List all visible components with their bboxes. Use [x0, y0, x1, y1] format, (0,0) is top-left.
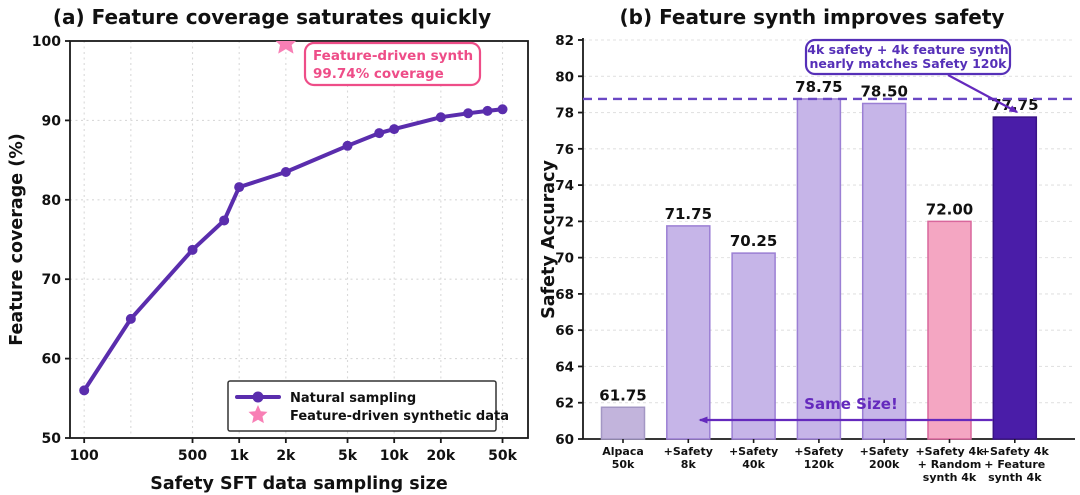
bar-value-label: 78.75	[795, 78, 842, 96]
data-point	[497, 104, 508, 115]
bar	[796, 98, 842, 440]
y-tick-label: 68	[555, 287, 574, 303]
y-tick-label: 62	[555, 396, 574, 412]
x-category-label: +Safety	[664, 445, 713, 458]
y-tick-label: 60	[555, 432, 574, 448]
bar-value-label: 70.25	[730, 232, 777, 250]
same-size-label: Same Size!	[804, 395, 898, 413]
y-tick-label: 64	[555, 359, 574, 375]
x-category-label: 200k	[869, 458, 900, 471]
data-point	[125, 313, 136, 324]
x-category-label: synth 4k	[988, 471, 1042, 484]
y-tick-label: 66	[555, 323, 574, 339]
panel-a-xlabel: Safety SFT data sampling size	[150, 474, 448, 494]
data-point	[435, 112, 446, 123]
data-point	[234, 182, 245, 193]
panel-a-line-chart: (a) Feature coverage saturates quickly 5…	[7, 5, 529, 494]
coverage-annotation-line2: 99.74% coverage	[313, 66, 444, 82]
data-point	[79, 385, 90, 396]
panel-b-ylabel: Safety Accuracy	[540, 160, 559, 319]
legend-box	[227, 380, 497, 432]
synth-annotation-box	[804, 38, 1012, 76]
bar	[861, 102, 907, 440]
data-point	[482, 105, 493, 116]
data-point	[219, 215, 230, 226]
line-series-natural-sampling	[82, 107, 505, 393]
data-point	[463, 108, 474, 119]
y-tick-label: 70	[42, 272, 62, 288]
legend-label-natural-sampling: Natural sampling	[290, 391, 416, 406]
plot-box	[69, 40, 529, 439]
coverage-annotation-line1: Feature-driven synth	[313, 48, 473, 64]
x-category-label: +Safety 4k	[915, 445, 984, 458]
panel-b-bar-chart: (b) Feature synth improves safety 60 62 64…	[540, 5, 1078, 484]
coverage-annotation-box	[303, 41, 482, 87]
y-tick-label: 74	[555, 178, 574, 194]
y-tick-label: 80	[42, 193, 62, 209]
y-tick-label: 72	[555, 214, 574, 230]
y-tick-label: 76	[555, 142, 574, 158]
y-tick-label: 82	[555, 33, 574, 49]
panel-a-title: (a) Feature coverage saturates quickly	[53, 5, 491, 29]
bar	[992, 116, 1038, 440]
x-tick-label: 20k	[426, 448, 455, 464]
x-tick-label: 50k	[488, 448, 517, 464]
data-point	[187, 244, 198, 255]
y-tick-label: 50	[42, 431, 62, 447]
bar	[600, 406, 646, 440]
panel-b-title: (b) Feature synth improves safety	[620, 5, 1005, 29]
bar	[927, 220, 972, 440]
y-tick-label: 78	[555, 106, 574, 122]
y-tick-label: 70	[555, 251, 574, 267]
x-tick-label: 500	[178, 448, 207, 464]
x-category-label: +Safety	[860, 445, 909, 458]
bar	[731, 252, 776, 440]
bar-value-label: 71.75	[665, 205, 712, 223]
synth-annotation-line1: 4k safety + 4k feature synth	[807, 42, 1008, 57]
x-category-label: synth 4k	[923, 471, 977, 484]
x-tick-label: 1k	[230, 448, 250, 464]
x-category-label: Alpaca	[602, 445, 644, 458]
y-tick-label: 100	[32, 34, 61, 50]
bar	[666, 225, 711, 440]
x-category-label: +Safety 4k	[981, 445, 1050, 458]
bar-value-label: 77.75	[991, 96, 1038, 114]
bar-value-label: 78.50	[860, 82, 907, 100]
data-point	[374, 128, 385, 139]
bar-value-label: 72.00	[926, 200, 973, 218]
y-tick-label: 80	[555, 69, 574, 85]
legend-star-marker	[248, 405, 268, 424]
data-point	[389, 124, 400, 135]
x-category-label: + Random	[918, 458, 982, 471]
feature-synth-star-marker	[275, 41, 297, 54]
x-tick-label: 2k	[276, 448, 296, 464]
x-category-label: + Feature	[984, 458, 1045, 471]
legend-label-synthetic-data: Feature-driven synthetic data	[290, 409, 509, 424]
x-tick-label: 5k	[338, 448, 358, 464]
x-tick-label: 100	[70, 448, 99, 464]
panel-a-ylabel: Feature coverage (%)	[7, 133, 27, 345]
data-point	[280, 167, 291, 178]
x-category-label: 120k	[804, 458, 835, 471]
x-category-label: +Safety	[729, 445, 778, 458]
annotation-arrow	[947, 74, 1019, 113]
x-category-label: 50k	[612, 458, 635, 471]
x-category-label: 8k	[681, 458, 697, 471]
data-point	[342, 140, 353, 151]
legend-circle-marker	[252, 391, 264, 403]
y-tick-label: 90	[42, 113, 62, 129]
y-tick-label: 60	[42, 352, 62, 368]
x-category-label: +Safety	[794, 445, 843, 458]
x-tick-label: 10k	[380, 448, 409, 464]
x-category-label: 40k	[742, 458, 765, 471]
synth-annotation-line2: nearly matches Safety 120k	[809, 56, 1007, 71]
bar-value-label: 61.75	[599, 386, 646, 404]
